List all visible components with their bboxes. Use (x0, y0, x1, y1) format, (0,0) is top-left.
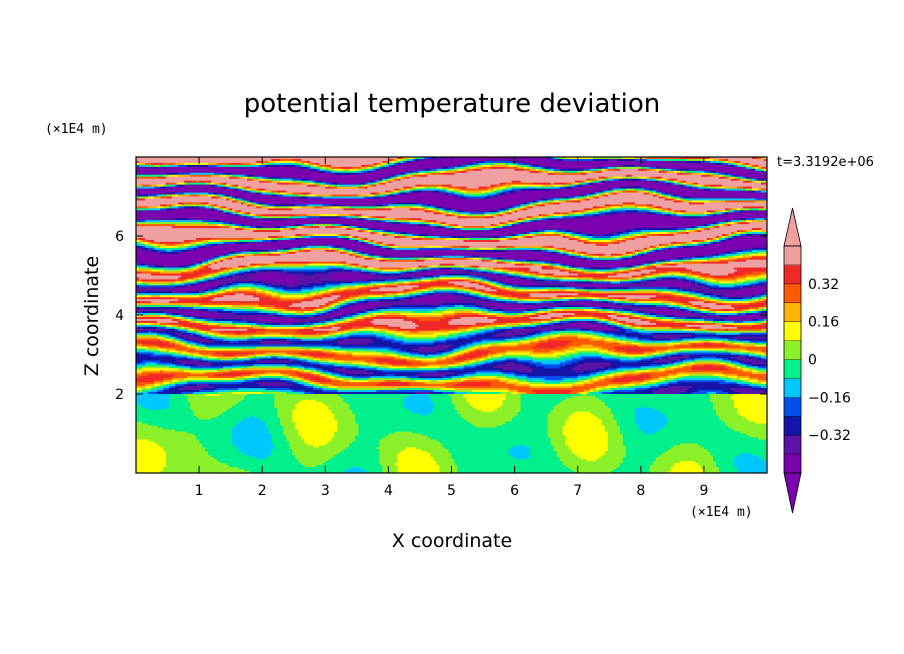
chart-title: potential temperature deviation (244, 89, 660, 119)
time-label: t=3.3192e+06 (777, 155, 874, 170)
y-unit-label: (×1E4 m) (45, 122, 108, 137)
contour-field (136, 157, 768, 474)
